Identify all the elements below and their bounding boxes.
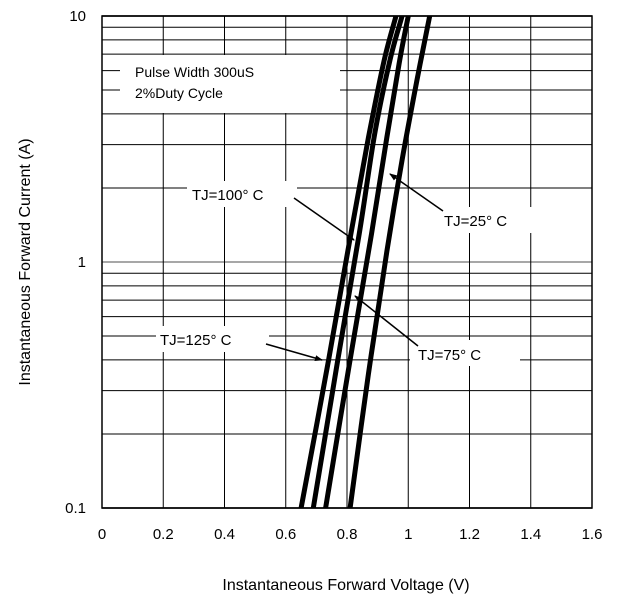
x-tick-label: 0: [98, 526, 106, 543]
conditions-box: [120, 55, 340, 113]
annotation-arrow: [354, 295, 419, 347]
annotation-label: TJ=25° C: [444, 213, 507, 230]
annotation-box: [156, 326, 269, 352]
annotation-label: TJ=125° C: [160, 332, 232, 349]
x-tick-label: 1.2: [459, 526, 480, 543]
annotation-box: [187, 181, 297, 207]
series-line-3: [323, 15, 411, 509]
annotation-label: TJ=75° C: [418, 347, 481, 364]
x-tick-label: 0.6: [275, 526, 296, 543]
conditions-legend: Pulse Width 300uS 2%Duty Cycle: [120, 55, 340, 113]
annotation-box: [440, 207, 540, 233]
condition-line-2: 2%Duty Cycle: [135, 85, 223, 101]
series-line-4: [347, 15, 433, 509]
y-tick-label: 10: [69, 8, 86, 25]
series: [298, 15, 433, 509]
tick-labels: 0 0.2 0.4 0.6 0.8 1 1.2 1.4 1.6 0.1 1 10: [65, 8, 602, 543]
x-tick-label: 0.4: [214, 526, 235, 543]
y-tick-label: 1: [78, 254, 86, 271]
x-tick-label: 0.8: [337, 526, 358, 543]
x-tick-label: 0.2: [153, 526, 174, 543]
annotation-arrow: [389, 173, 444, 212]
annotation-box: [410, 340, 520, 366]
annotations: TJ=100° C TJ=25° C TJ=125° C TJ=75° C: [156, 173, 540, 366]
x-tick-label: 1: [404, 526, 412, 543]
annotation-label: TJ=100° C: [192, 187, 264, 204]
x-tick-label: 1.4: [520, 526, 541, 543]
series-line-2: [310, 15, 405, 509]
condition-line-1: Pulse Width 300uS: [135, 64, 254, 80]
plot-frame: [101, 15, 593, 509]
annotation-arrow: [293, 197, 355, 241]
y-axis-label: Instantaneous Forward Current (A): [17, 138, 34, 385]
x-axis-label: Instantaneous Forward Voltage (V): [222, 577, 469, 594]
series-line-1: [298, 15, 399, 509]
y-tick-label: 0.1: [65, 500, 86, 517]
x-tick-label: 1.6: [582, 526, 603, 543]
annotation-arrow: [265, 343, 323, 361]
